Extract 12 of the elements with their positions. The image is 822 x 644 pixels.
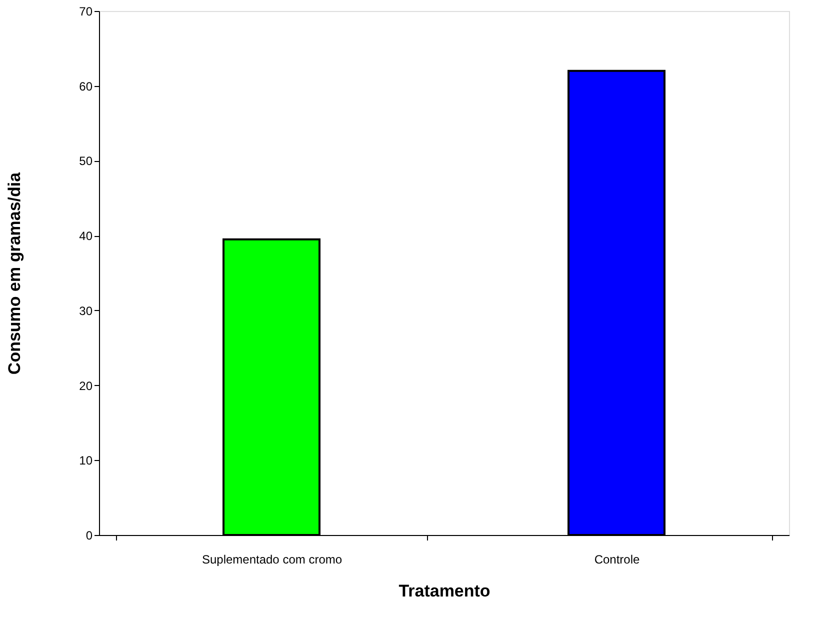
y-tick-label: 20 <box>79 378 93 393</box>
x-tick-label: Controle <box>594 552 640 566</box>
y-tick-label: 10 <box>79 454 93 468</box>
y-tick-label: 60 <box>79 79 93 94</box>
y-axis-title: Consumo em gramas/dia <box>5 172 24 375</box>
y-tick-label: 30 <box>79 304 93 318</box>
y-tick-label: 40 <box>79 229 93 244</box>
y-tick-label: 70 <box>79 4 93 18</box>
x-tick-label: Suplementado com cromo <box>202 552 342 566</box>
x-axis-title: Tratamento <box>398 582 490 600</box>
y-tick-label: 50 <box>79 154 93 168</box>
y-tick-label: 0 <box>86 528 93 542</box>
